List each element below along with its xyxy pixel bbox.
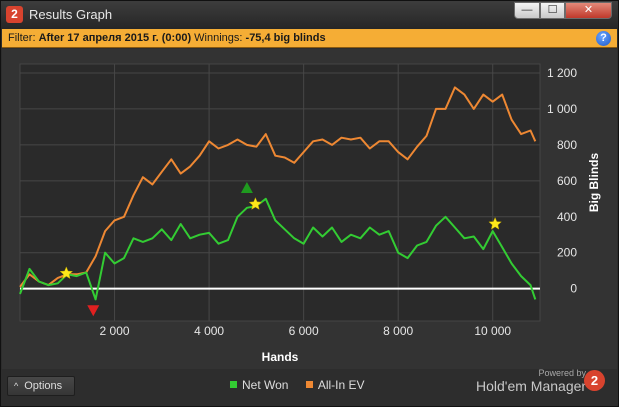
powered-by-text: Powered by (538, 368, 586, 378)
hem-app-icon: 2 (6, 6, 23, 23)
y-axis-title: Big Blinds (587, 153, 601, 213)
maximize-button[interactable]: ☐ (540, 2, 565, 19)
x-axis-title: Hands (262, 350, 299, 364)
window-title: Results Graph (29, 7, 113, 22)
winnings-value: -75,4 big blinds (245, 32, 326, 44)
x-tick-label: 4 000 (194, 324, 224, 338)
winnings-label: Winnings: (194, 32, 243, 44)
close-button[interactable]: ✕ (565, 2, 612, 19)
y-tick-label: 1 000 (547, 102, 577, 116)
minimize-button[interactable]: — (514, 2, 540, 19)
bottom-bar: ^ Options Net Won All-In EV Powered by Ho… (2, 368, 617, 406)
filter-date: After 17 апреля 2015 г. (0:00) (38, 32, 192, 44)
legend-item-net-won: Net Won (230, 378, 288, 392)
brand-name: Hold'em Manager (476, 378, 587, 394)
chevron-up-icon: ^ (14, 381, 19, 391)
x-tick-label: 2 000 (100, 324, 130, 338)
legend-label-all-in-ev: All-In EV (317, 378, 365, 392)
options-label: Options (24, 380, 63, 392)
star-marker (488, 216, 502, 230)
y-tick-label: 400 (557, 210, 577, 224)
peak-marker (240, 182, 253, 194)
legend-swatch-net-won (230, 381, 237, 388)
series-line-net-won (19, 197, 537, 301)
results-chart: 2 000 4 000 6 000 8 000 10 000 0 200 400 600 800 1… (2, 49, 617, 369)
star-marker (59, 266, 74, 280)
x-tick-label: 10 000 (474, 324, 511, 338)
legend-item-all-in-ev: All-In EV (305, 378, 365, 392)
y-tick-label: 200 (557, 246, 577, 260)
title-bar[interactable]: 2 Results Graph — ☐ ✕ (1, 1, 618, 29)
options-button[interactable]: ^ Options (7, 376, 75, 396)
series-line-all-in-ev (19, 86, 537, 288)
star-marker (248, 197, 263, 210)
low-marker (87, 305, 100, 317)
chart-svg: 2 000 4 000 6 000 8 000 10 000 0 200 400 600 800 1… (19, 63, 601, 364)
help-icon[interactable]: ? (596, 31, 611, 46)
brand-logo-icon: 2 (584, 370, 605, 391)
plot-background (19, 63, 541, 322)
x-tick-label: 6 000 (289, 324, 319, 338)
filter-label: Filter: (8, 32, 36, 44)
legend-swatch-all-in-ev (305, 381, 313, 388)
chart-legend: Net Won All-In EV (230, 378, 379, 394)
legend-label-net-won: Net Won (242, 378, 289, 392)
y-tick-label: 0 (570, 282, 577, 296)
y-tick-label: 600 (557, 174, 577, 188)
y-tick-label: 800 (557, 138, 577, 152)
filter-bar: Filter: After 17 апреля 2015 г. (0:00) W… (2, 29, 617, 48)
y-tick-label: 1 200 (547, 66, 577, 80)
x-tick-label: 8 000 (383, 324, 413, 338)
